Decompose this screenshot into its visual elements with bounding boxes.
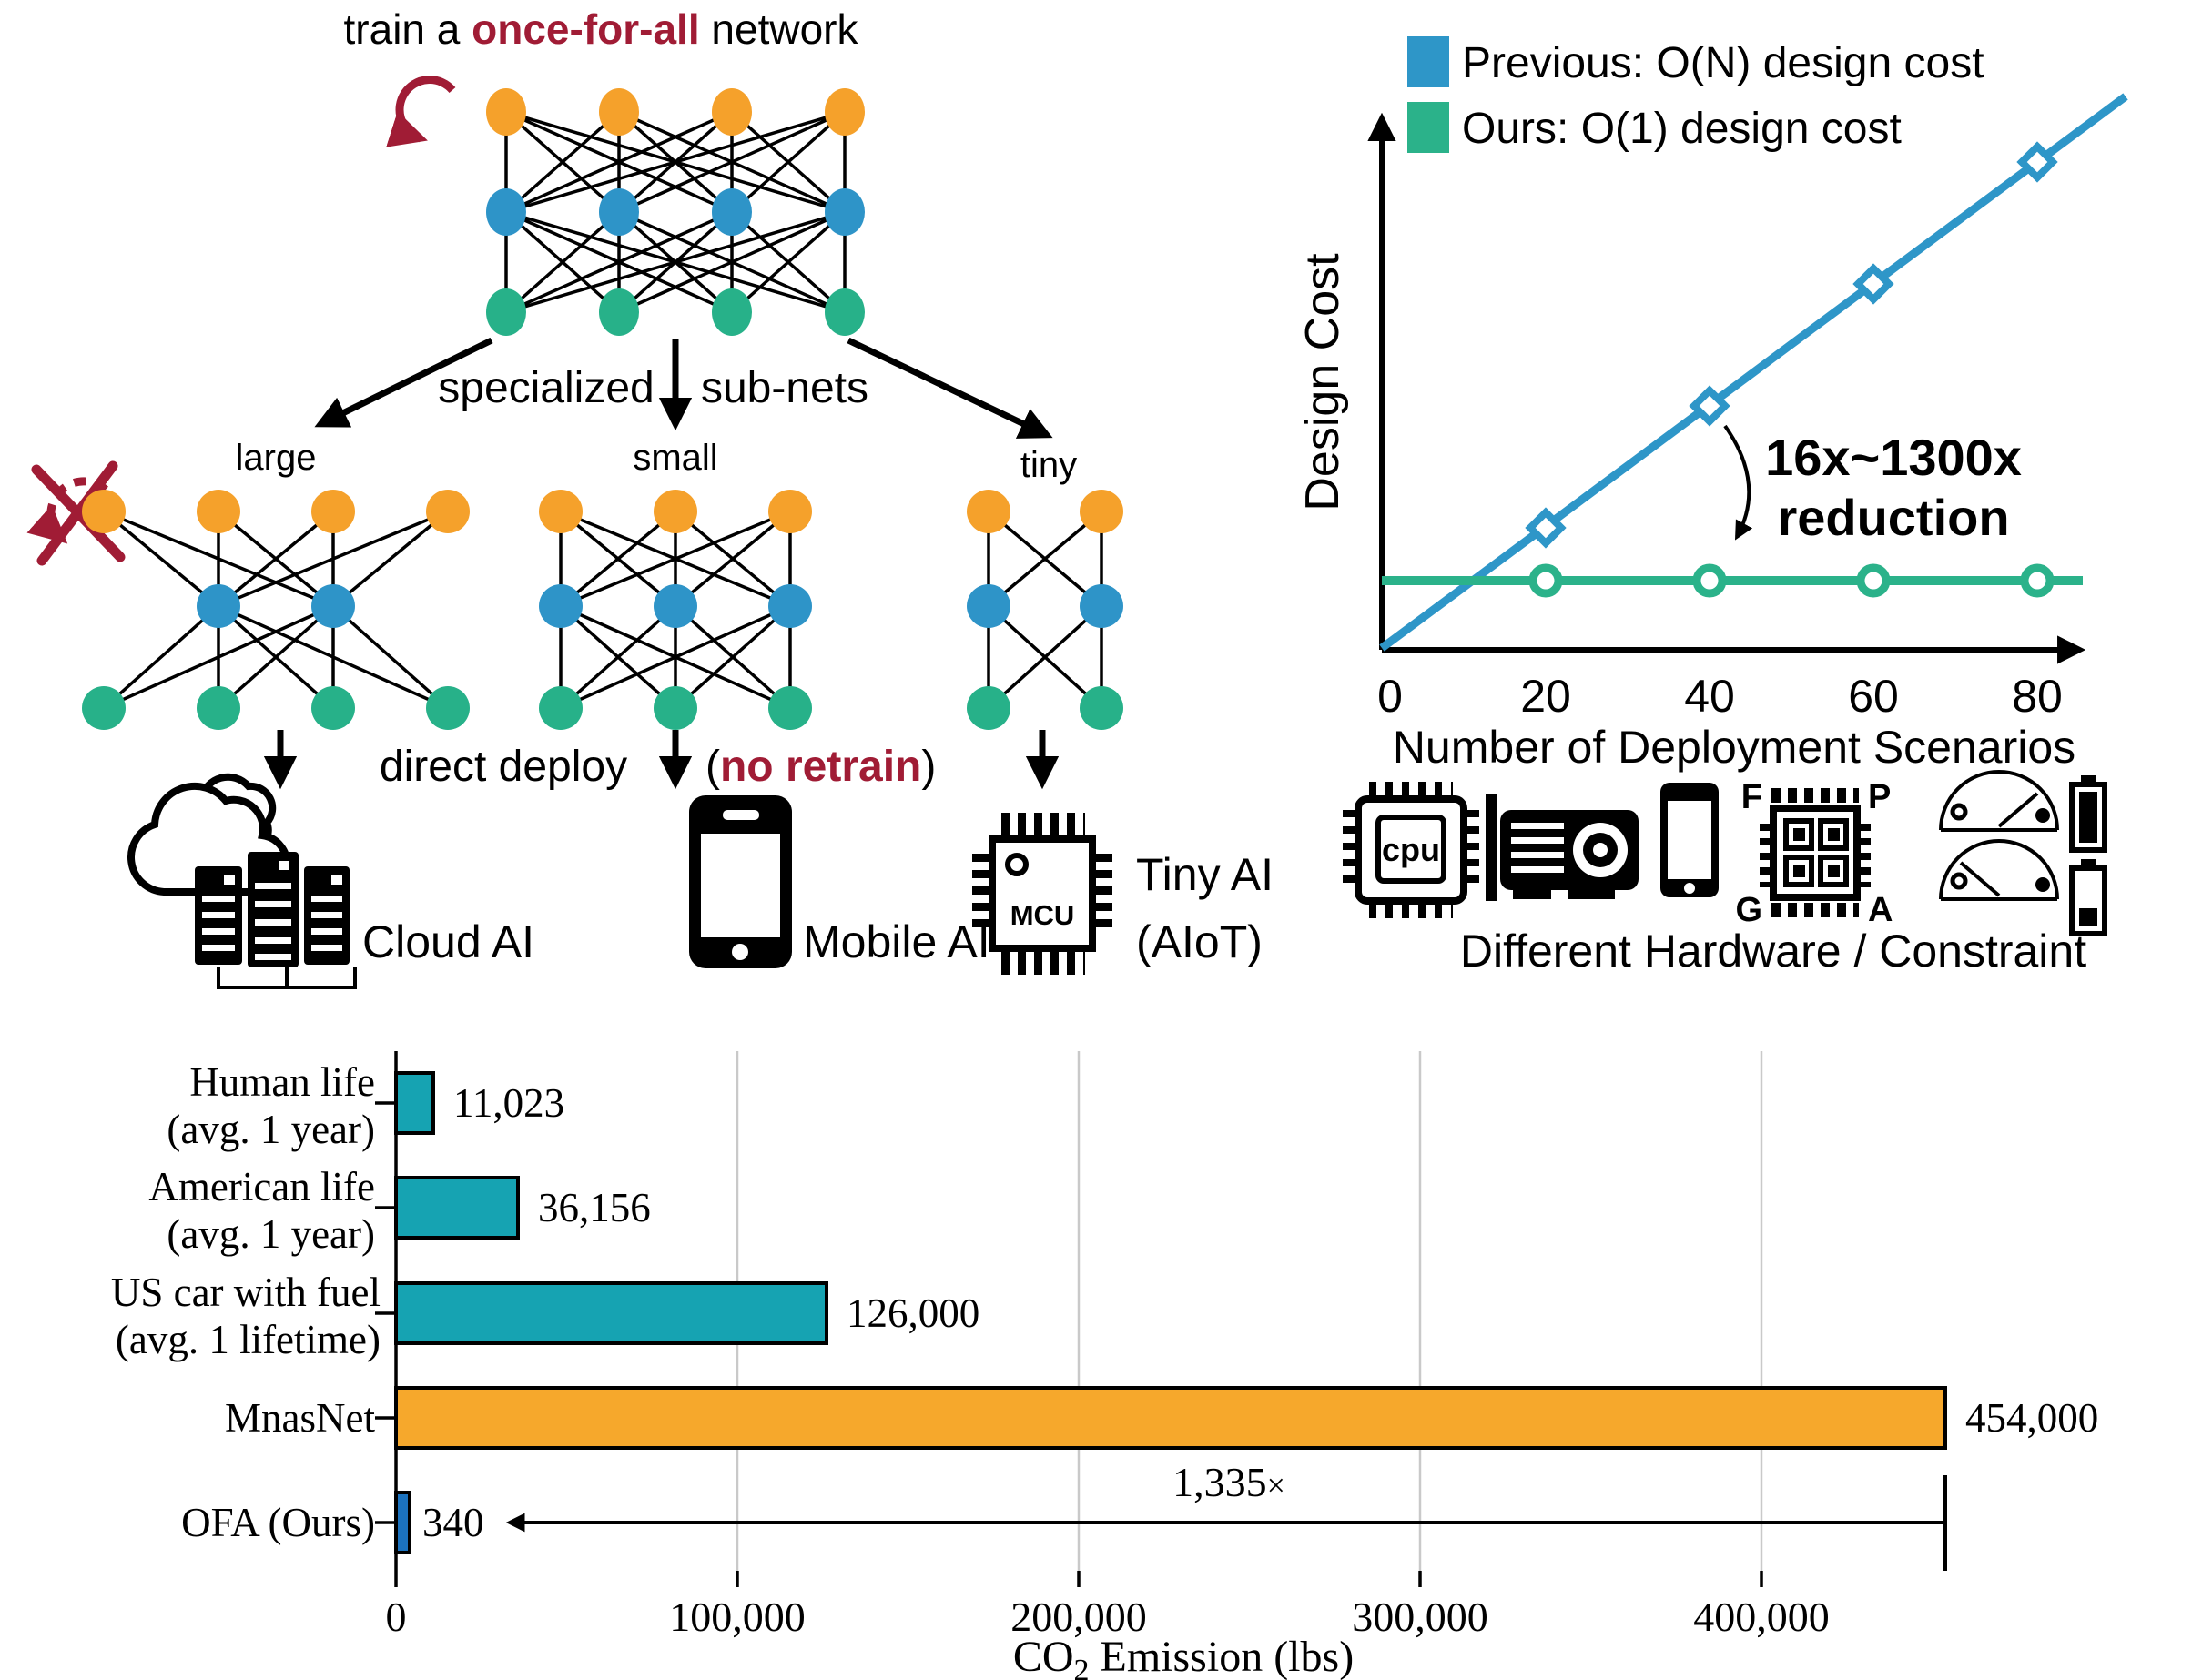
design-cost-chart: Previous: O(N) design cost Ours: O(1) de… [1296, 36, 2128, 977]
svg-text:0: 0 [1377, 671, 1403, 722]
battery-icons [2069, 775, 2107, 936]
subnet-tiny [967, 490, 1123, 730]
subnets-label: sub-nets [701, 364, 868, 412]
bar-human-life [394, 1071, 435, 1135]
bar-ofa [394, 1491, 411, 1554]
cpu-label: cpu [1382, 831, 1440, 868]
no-retrain-icon [26, 460, 126, 566]
reduction-annotation-line1: 16x~1300x [1765, 429, 2022, 486]
hardware-icons: cpu F P [1343, 770, 2107, 936]
series-ours-markers [1528, 563, 2055, 598]
legend-swatch-ours [1407, 102, 1449, 153]
svg-text:454,000: 454,000 [1965, 1395, 2098, 1441]
svg-text:80: 80 [2012, 671, 2063, 722]
supernet-nodes [486, 88, 865, 336]
svg-text:(avg. 1 year): (avg. 1 year) [167, 1211, 375, 1257]
legend: Previous: O(N) design cost Ours: O(1) de… [1407, 36, 1984, 153]
fpga-letter-f: F [1741, 778, 1762, 816]
svg-text:(avg. 1 year): (avg. 1 year) [167, 1107, 375, 1152]
subnet-large [82, 490, 470, 730]
fpga-letter-g: G [1735, 891, 1762, 929]
bar-us-car [394, 1281, 828, 1345]
tiny-ai-label-line2: (AIoT) [1136, 916, 1263, 967]
legend-swatch-previous [1407, 36, 1449, 87]
value-labels: 11,023 36,156 126,000 454,000 340 [422, 1080, 2098, 1545]
cloud-server-icon [127, 773, 357, 989]
reduction-annotation-line2: reduction [1777, 489, 2009, 546]
specialized-label: specialized [438, 364, 654, 412]
train-loop-icon [386, 76, 456, 147]
label-tiny: tiny [1020, 445, 1077, 485]
bar-mnasnet [394, 1386, 1947, 1450]
smartphone-icon [689, 795, 792, 968]
phone-icon [1660, 783, 1719, 897]
value-ticks [736, 1571, 1763, 1587]
svg-text:11,023: 11,023 [453, 1080, 564, 1126]
svg-text:40: 40 [1684, 671, 1735, 722]
hardware-caption: Different Hardware / Constraint [1460, 926, 2086, 977]
fpga-icon: F P G A [1735, 778, 1893, 929]
legend-label-ours: Ours: O(1) design cost [1462, 105, 1902, 153]
subnet-small [539, 490, 812, 730]
series-previous-line [1379, 93, 2128, 652]
svg-text:126,000: 126,000 [847, 1290, 979, 1336]
supernet-edges-l1 [504, 110, 847, 214]
bars [394, 1071, 1947, 1554]
mobile-ai-label: Mobile AI [803, 916, 990, 967]
fpga-letter-a: A [1868, 891, 1893, 929]
ofa-diagram: train a once-for-all network specialized… [26, 5, 1274, 989]
svg-text:340: 340 [422, 1500, 484, 1545]
supernet [486, 88, 865, 336]
supernet-edges-l2 [504, 210, 847, 314]
specialize-arrow-right [847, 337, 1053, 439]
category-ticks [375, 1101, 396, 1524]
svg-text:20: 20 [1520, 671, 1571, 722]
reduction-arrow [1723, 424, 1753, 541]
x-tick-labels: 0 20 40 60 80 [1377, 671, 2063, 722]
bar-american-life [394, 1176, 520, 1240]
no-retrain-label: (no retrain) [705, 743, 936, 791]
specialize-arrow-left [314, 337, 493, 428]
series-previous-markers [1525, 141, 2058, 549]
diagram-title: train a once-for-all network [344, 5, 859, 53]
x-tick-labels: 0 100,000 200,000 300,000 400,000 [386, 1594, 1830, 1640]
category-labels: Human life (avg. 1 year) American life (… [111, 1059, 381, 1545]
speedup-annotation: 1,335× [1172, 1459, 1285, 1505]
fpga-letter-p: P [1868, 778, 1891, 816]
co2-bar-chart: Human life (avg. 1 year) American life (… [111, 1051, 2098, 1680]
direct-deploy-label: direct deploy [380, 743, 627, 791]
label-small: small [633, 438, 717, 478]
tiny-ai-label-line1: Tiny AI [1136, 849, 1274, 900]
mcu-chip-icon: MCU [972, 813, 1112, 975]
svg-text:US car with fuel: US car with fuel [111, 1270, 381, 1315]
svg-text:100,000: 100,000 [669, 1594, 806, 1640]
svg-text:300,000: 300,000 [1352, 1594, 1488, 1640]
svg-text:36,156: 36,156 [538, 1185, 651, 1230]
svg-text:(avg. 1 lifetime): (avg. 1 lifetime) [116, 1317, 381, 1362]
svg-text:60: 60 [1848, 671, 1899, 722]
svg-text:American life: American life [148, 1164, 375, 1209]
svg-text:400,000: 400,000 [1693, 1594, 1830, 1640]
svg-text:0: 0 [386, 1594, 407, 1640]
mcu-label: MCU [1010, 899, 1075, 931]
label-large: large [236, 438, 317, 478]
cloud-ai-label: Cloud AI [362, 916, 534, 967]
cpu-icon: cpu [1343, 782, 1479, 918]
svg-text:Human life: Human life [189, 1059, 375, 1105]
x-axis-title: Number of Deployment Scenarios [1393, 722, 2075, 773]
gpu-icon [1486, 794, 1639, 901]
latency-gauge-icons [1939, 770, 2059, 901]
svg-text:200,000: 200,000 [1010, 1594, 1147, 1640]
svg-text:MnasNet: MnasNet [225, 1395, 375, 1441]
svg-text:OFA (Ours): OFA (Ours) [181, 1500, 375, 1545]
x-axis-title: CO2 Emission (lbs) [1013, 1633, 1354, 1680]
legend-label-previous: Previous: O(N) design cost [1462, 39, 1984, 87]
y-axis-title: Design Cost [1296, 253, 1349, 511]
